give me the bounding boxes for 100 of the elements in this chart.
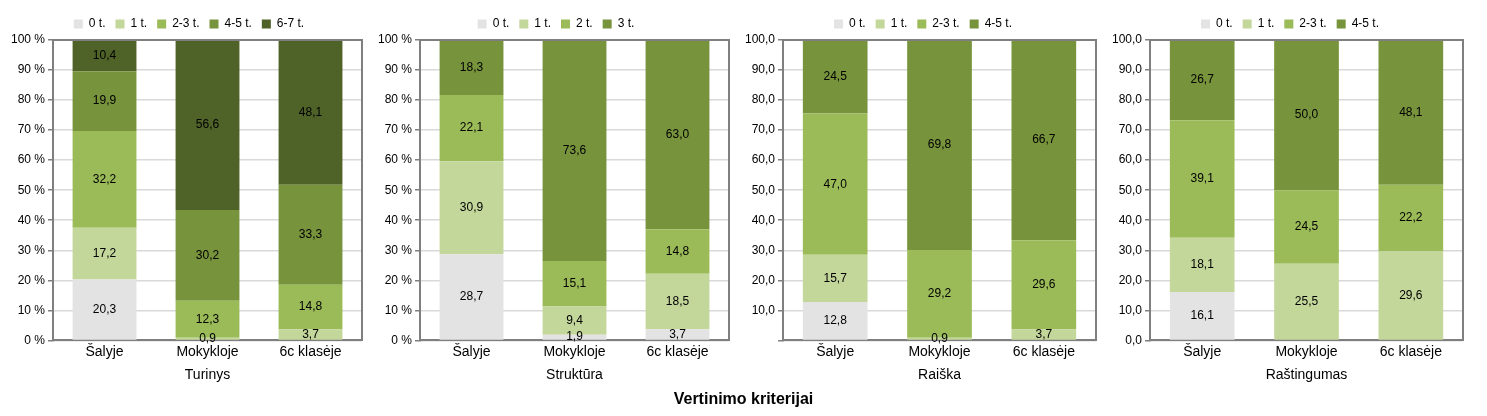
- y-tick-label: 10,0: [1118, 302, 1143, 317]
- data-label: 28,7: [459, 289, 484, 304]
- legend-label: 6-7 t.: [276, 16, 305, 31]
- data-label: 3,7: [669, 326, 687, 341]
- bar: [1378, 40, 1444, 185]
- legend-label: 2 t.: [576, 16, 593, 31]
- bar: [175, 40, 240, 211]
- data-label: 24,5: [823, 69, 848, 84]
- legend-label: 0 t.: [1215, 16, 1233, 31]
- data-label: 48,1: [1399, 104, 1423, 119]
- bar: [72, 71, 137, 132]
- x-axis-title: Struktūra: [546, 366, 604, 383]
- text: Vertinimo kriterijai: [673, 390, 814, 407]
- bar: [439, 40, 504, 95]
- data-label: 0,9: [931, 330, 949, 345]
- y-tick-label: 50 %: [17, 182, 46, 197]
- data-label: 73,6: [562, 142, 587, 157]
- y-tick-label: 40 %: [17, 212, 46, 227]
- data-label: 63,0: [665, 126, 690, 141]
- legend-label: 2-3 t.: [1299, 16, 1327, 31]
- bar: [1169, 40, 1235, 121]
- y-tick-label: 10 %: [17, 302, 46, 317]
- bar: [278, 184, 343, 285]
- y-tick-label: 50 %: [384, 182, 413, 197]
- y-tick-label: 50,0: [1118, 182, 1143, 197]
- bar: [1011, 240, 1077, 330]
- data-label: 48,1: [298, 104, 323, 119]
- x-tick-label: Mokykloje: [1275, 342, 1338, 359]
- y-tick-label: 10 %: [384, 302, 413, 317]
- data-label: 29,2: [927, 286, 952, 301]
- y-tick-label: 60 %: [17, 152, 46, 167]
- bar: [278, 284, 343, 330]
- bar: [1274, 263, 1339, 340]
- data-label: 16,1: [1190, 308, 1215, 323]
- data-label: 29,6: [1032, 277, 1056, 292]
- y-tick-label: 70 %: [17, 122, 46, 137]
- bar: [1169, 237, 1235, 293]
- legend-label: 1 t.: [130, 16, 148, 31]
- bar: [72, 131, 137, 228]
- legend-label: 0 t.: [492, 16, 510, 31]
- y-tick-label: 40 %: [384, 212, 413, 227]
- data-label: 9,4: [566, 312, 584, 327]
- y-tick-label: 0 %: [24, 332, 46, 347]
- data-label: 25,5: [1294, 294, 1319, 309]
- x-tick-label: Šalyje: [452, 342, 491, 359]
- y-tick-label: 90,0: [1118, 62, 1143, 77]
- data-label: 29,6: [1399, 287, 1423, 302]
- data-label: 12,3: [195, 311, 220, 326]
- legend-label: 1 t.: [890, 16, 908, 31]
- y-tick-label: 80,0: [751, 92, 776, 107]
- data-label: 19,9: [92, 93, 117, 108]
- y-tick-label: 40,0: [1118, 212, 1143, 227]
- y-tick-label: 90,0: [751, 62, 776, 77]
- data-label: 3,7: [302, 326, 320, 341]
- y-tick-label: 20,0: [751, 272, 776, 287]
- x-tick-label: 6c klasėje: [1012, 342, 1076, 359]
- data-label: 17,2: [92, 245, 117, 260]
- y-tick-label: 60 %: [384, 152, 413, 167]
- data-label: 18,3: [459, 59, 484, 74]
- bar: [802, 40, 868, 114]
- data-label: 10,4: [92, 47, 117, 62]
- y-tick-label: 50,0: [751, 182, 776, 197]
- data-label: 0,9: [199, 330, 217, 345]
- legend-label: 1 t.: [1257, 16, 1275, 31]
- y-tick-label: 100,0: [745, 32, 776, 47]
- y-tick-label: 0 %: [391, 332, 413, 347]
- data-label: 18,5: [665, 293, 690, 308]
- bar: [1011, 329, 1077, 340]
- bar: [907, 40, 972, 250]
- bar: [802, 113, 868, 255]
- bar: [1274, 190, 1339, 264]
- data-label: 69,8: [927, 137, 952, 152]
- data-label: 56,6: [195, 117, 220, 132]
- data-label: 14,8: [665, 243, 690, 258]
- bar: [645, 40, 710, 230]
- x-tick-label: Šalyje: [816, 342, 855, 359]
- data-label: 20,3: [92, 301, 117, 316]
- data-label: 24,5: [1294, 219, 1319, 234]
- x-tick-label: 6c klasėje: [279, 342, 342, 359]
- x-tick-label: 6c klasėje: [1379, 342, 1443, 359]
- data-label: 50,0: [1294, 107, 1319, 122]
- bar: [175, 210, 240, 301]
- bar: [1274, 40, 1339, 191]
- y-tick-label: 30,0: [751, 242, 776, 257]
- bar: [1011, 40, 1077, 241]
- bar: [1169, 120, 1235, 238]
- x-axis-title: Raštingumas: [1265, 366, 1348, 383]
- y-tick-label: 70 %: [384, 122, 413, 137]
- data-label: 30,2: [195, 247, 220, 262]
- bar: [278, 329, 343, 340]
- y-tick-label: 70,0: [1118, 122, 1143, 137]
- bar: [72, 227, 137, 280]
- data-label: 33,3: [298, 227, 323, 242]
- legend-label: 4-5 t.: [224, 16, 252, 31]
- x-tick-label: 6c klasėje: [646, 342, 709, 359]
- bar: [645, 229, 710, 274]
- bar: [439, 94, 504, 162]
- y-tick-label: 70,0: [751, 122, 776, 137]
- y-tick-label: 90 %: [17, 62, 46, 77]
- data-label: 47,0: [823, 176, 848, 191]
